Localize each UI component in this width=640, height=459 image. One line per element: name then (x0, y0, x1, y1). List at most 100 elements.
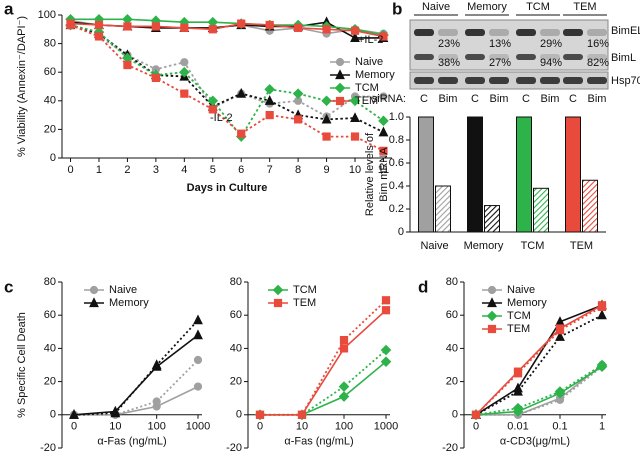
y-tick-label: 40 (44, 95, 56, 107)
marker (180, 89, 189, 98)
marker (378, 126, 389, 137)
series-line (74, 385, 199, 416)
marker (94, 32, 104, 41)
marker (513, 367, 523, 376)
x-axis-label: α-Fas (ng/mL) (97, 436, 166, 448)
y-tick-label: -20 (226, 442, 242, 454)
band (489, 77, 509, 84)
x-tick-label: 1 (599, 421, 605, 433)
column-label: Memory (467, 1, 507, 13)
series-line (70, 22, 384, 38)
marker (322, 25, 331, 34)
legend-label: Naive (507, 284, 535, 296)
marker (554, 387, 566, 399)
band-label: BimEL (611, 25, 640, 37)
marker (378, 115, 389, 127)
lane-label: C (522, 93, 530, 105)
y-tick-label: -20 (40, 442, 56, 454)
marker (379, 32, 388, 41)
lane-label: C (569, 93, 577, 105)
marker (294, 23, 303, 32)
band (489, 54, 509, 60)
marker (321, 95, 332, 107)
series-line (475, 366, 603, 416)
marker (380, 344, 392, 356)
marker (555, 324, 565, 333)
band (465, 77, 485, 84)
marker (193, 382, 203, 391)
y-tick-label: 20 (44, 123, 56, 135)
marker (321, 113, 332, 124)
legend-label: Memory (109, 297, 149, 309)
marker (237, 129, 246, 138)
panel-label: b (392, 0, 402, 18)
legend-marker (89, 297, 99, 308)
marker (339, 336, 349, 345)
marker (179, 66, 190, 78)
y-axis-label: % Viability (Annexin⁻/DAPI⁻) (16, 16, 28, 157)
marker (152, 402, 161, 411)
x-axis-label: Days in Culture (187, 182, 268, 194)
x-tick-label: 7 (267, 164, 273, 176)
marker (264, 95, 275, 105)
x-tick-label: 0 (67, 164, 73, 176)
panel-label: c (4, 277, 13, 296)
legend-label: TCM (293, 284, 317, 296)
bar (467, 116, 483, 233)
band (438, 29, 458, 36)
marker (513, 382, 523, 393)
series-line-dotted (73, 319, 199, 416)
marker (180, 58, 189, 67)
x-axis-label: α-CD3(μg/mL) (500, 436, 570, 448)
legend-label: Naive (109, 284, 137, 296)
legend-marker (335, 69, 345, 80)
x-tick-label: TCM (521, 240, 545, 252)
marker (555, 331, 565, 341)
legend-marker (487, 285, 497, 295)
band (540, 29, 560, 36)
legend-marker (335, 57, 345, 67)
band (540, 77, 560, 84)
marker (297, 410, 307, 419)
marker (350, 112, 360, 123)
band (587, 54, 607, 60)
y-tick-label: -20 (442, 442, 458, 454)
y-tick-label: 0.8 (389, 134, 404, 146)
legend-marker (487, 324, 497, 334)
x-tick-label: 100 (147, 421, 165, 433)
x-tick-label: 0.01 (507, 421, 528, 433)
x-tick-label: 10 (349, 164, 361, 176)
marker (339, 344, 349, 353)
column-label: TCM (526, 1, 550, 13)
marker (381, 306, 391, 315)
marker (294, 115, 303, 124)
band (414, 29, 434, 36)
series-line (260, 309, 387, 416)
lane-label: Bim (439, 93, 458, 105)
y-tick-label: 0.6 (389, 157, 404, 169)
marker (123, 60, 132, 70)
marker (350, 32, 360, 42)
marker (471, 410, 481, 419)
marker (512, 406, 524, 417)
y-tick-label: 60 (44, 66, 56, 78)
bar-hatched (484, 205, 500, 233)
x-tick-label: 5 (210, 164, 216, 176)
marker (69, 409, 79, 419)
legend-label: TEM (355, 95, 378, 107)
band (438, 77, 458, 84)
y-tick-label: 20 (44, 376, 56, 388)
x-tick-label: 11 (378, 164, 389, 176)
bar (516, 116, 532, 233)
bar-hatched (582, 179, 598, 233)
marker (380, 356, 392, 367)
marker (180, 23, 189, 32)
y-tick-label: 40 (44, 342, 56, 354)
y-tick-label: 20 (230, 376, 242, 388)
panel-label: d (418, 277, 428, 296)
y-tick-label: 80 (44, 276, 56, 288)
marker (597, 301, 607, 310)
series-line (260, 361, 387, 416)
marker (94, 20, 104, 30)
y-tick-label: 0 (452, 409, 458, 421)
